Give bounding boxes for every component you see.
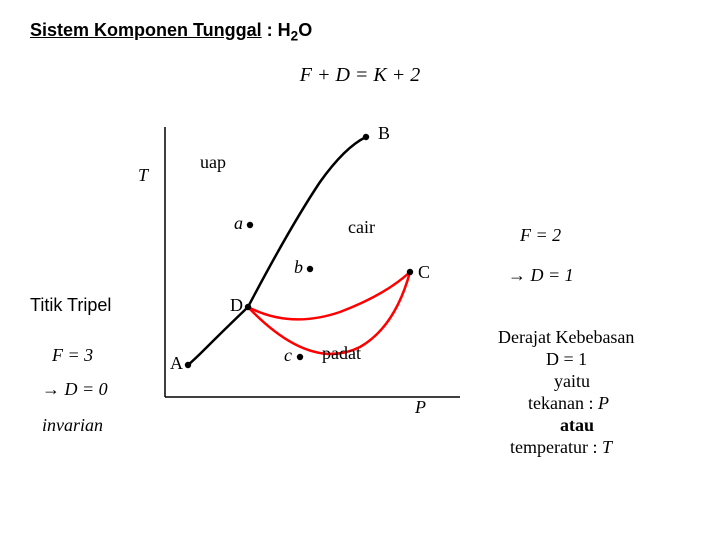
label-titik-tripel: Titik Tripel <box>30 295 111 316</box>
point-D <box>245 303 251 309</box>
region-padat: padat <box>322 343 361 364</box>
label-derajat: Derajat Kebebasan <box>498 327 634 348</box>
label-yaitu: yaitu <box>554 371 590 392</box>
y-axis-label: T <box>138 165 148 186</box>
arrow-d0: → <box>42 379 60 399</box>
curve-DC-lower <box>248 272 410 354</box>
region-cair: cair <box>348 217 375 238</box>
label-T: T <box>602 437 612 457</box>
point-B <box>363 133 369 139</box>
label-tekanan: tekanan : <box>528 393 598 413</box>
label-A: A <box>170 353 183 374</box>
label-atau: atau <box>560 415 594 436</box>
label-d1: D = 1 <box>526 265 574 285</box>
label-a: a <box>234 213 243 234</box>
label-b: b <box>294 257 303 278</box>
label-B: B <box>378 123 390 144</box>
x-axis-label: P <box>415 397 426 418</box>
point-A <box>185 361 191 367</box>
label-d1-2: D = 1 <box>546 349 587 370</box>
title-end: O <box>298 20 312 40</box>
curve-DC-upper <box>248 272 410 319</box>
point-b <box>307 265 313 271</box>
label-f2: F = 2 <box>520 225 561 246</box>
label-d0: D = 0 <box>60 379 108 399</box>
equation-text: F + D = K + 2 <box>300 64 421 86</box>
label-invarian: invarian <box>42 415 103 436</box>
title-rest: : H <box>262 20 291 40</box>
diagram-container: T P uap cair padat B C D A a b c Titik T… <box>30 97 690 457</box>
label-f3: F = 3 <box>52 345 93 366</box>
point-C <box>407 268 413 274</box>
label-P: P <box>598 393 609 413</box>
page-title: Sistem Komponen Tunggal : H2O <box>30 20 690 44</box>
title-underlined: Sistem Komponen Tunggal <box>30 20 262 40</box>
label-c: c <box>284 345 292 366</box>
point-a <box>247 221 253 227</box>
phase-rule-equation: F + D = K + 2 <box>30 64 690 87</box>
label-temperatur: temperatur : <box>510 437 602 457</box>
label-D: D <box>230 295 243 316</box>
arrow-d1: → <box>508 265 526 285</box>
point-c <box>297 353 303 359</box>
label-C: C <box>418 262 430 283</box>
region-uap: uap <box>200 152 226 173</box>
